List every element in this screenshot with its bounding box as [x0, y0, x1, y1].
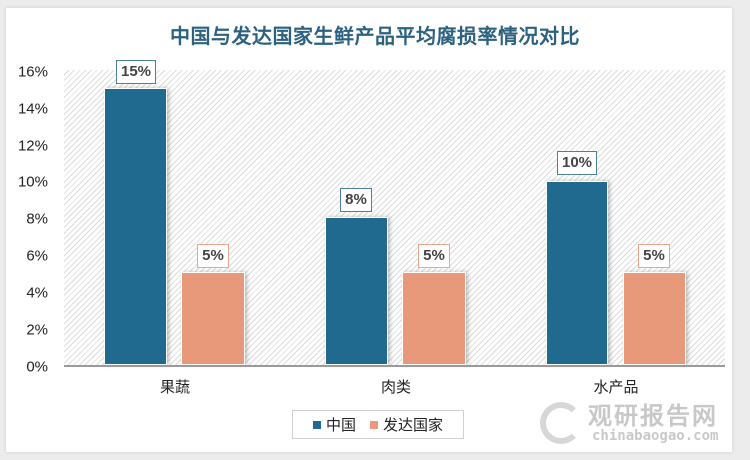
y-tick-6: 6% — [26, 247, 48, 265]
bar-aquatic-developed — [623, 272, 686, 365]
legend: 中国 发达国家 — [292, 410, 464, 439]
y-tick-2: 2% — [26, 321, 48, 339]
bar-aquatic-china — [546, 181, 608, 365]
x-axis-line — [64, 365, 725, 367]
watermark-en-text: chinabaogao.com — [592, 428, 719, 444]
bar-meat-china — [325, 217, 388, 365]
plot-area — [64, 70, 725, 365]
y-tick-10: 10% — [17, 173, 48, 191]
data-label-aquatic-china: 10% — [557, 151, 597, 175]
watermark-cn-text: 观研报告网 — [588, 402, 718, 430]
data-label-fruit-veg-developed: 5% — [197, 244, 229, 268]
bar-fruit-veg-china — [104, 88, 167, 365]
chart-title: 中国与发达国家生鲜产品平均腐损率情况对比 — [170, 24, 580, 48]
data-label-meat-china: 8% — [340, 188, 372, 212]
data-label-fruit-veg-china: 15% — [116, 60, 156, 84]
legend-swatch-developed — [370, 420, 378, 429]
legend-swatch-china — [312, 420, 321, 429]
legend-label-developed: 发达国家 — [383, 416, 444, 434]
legend-item-developed[interactable]: 发达国家 — [370, 414, 443, 435]
x-category-meat: 肉类 — [380, 378, 412, 396]
legend-label-china: 中国 — [325, 416, 356, 434]
y-tick-16: 16% — [17, 63, 48, 81]
y-tick-4: 4% — [26, 284, 48, 302]
bar-meat-developed — [402, 272, 466, 365]
legend-item-china[interactable]: 中国 — [312, 414, 356, 435]
y-tick-8: 8% — [26, 210, 48, 228]
x-category-fruit-veg: 果蔬 — [159, 378, 191, 396]
watermark-logo-icon — [540, 402, 582, 444]
data-label-aquatic-developed: 5% — [638, 244, 670, 268]
bar-fruit-veg-developed — [181, 272, 245, 365]
x-category-aquatic: 水产品 — [593, 378, 639, 396]
y-tick-12: 12% — [17, 137, 48, 155]
y-tick-0: 0% — [26, 358, 48, 376]
data-label-meat-developed: 5% — [418, 244, 450, 268]
watermark: 观研报告网 chinabaogao.com — [540, 396, 740, 450]
y-tick-14: 14% — [17, 100, 48, 118]
